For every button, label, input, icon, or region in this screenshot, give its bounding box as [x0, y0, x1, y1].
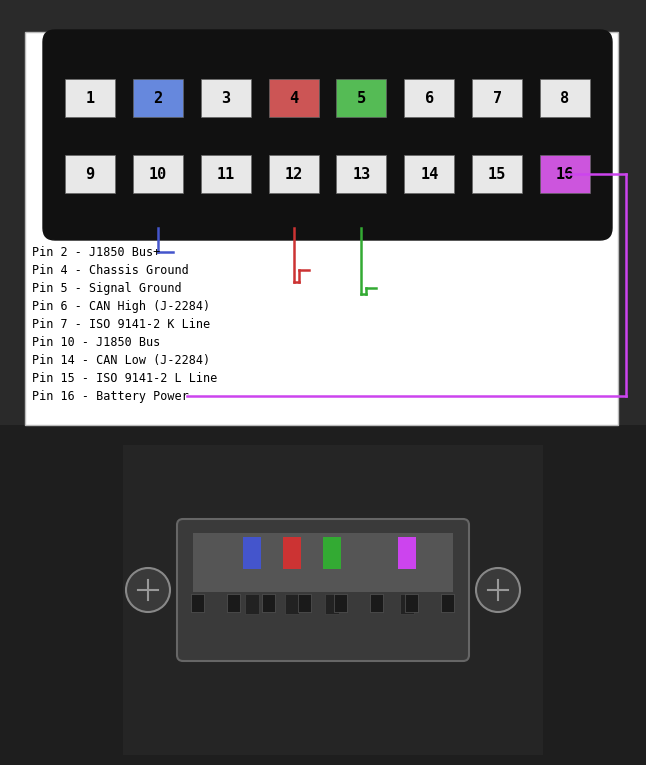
Bar	[404, 155, 454, 193]
Text: 5: 5	[357, 90, 366, 106]
Bar	[298, 594, 311, 612]
Text: Pin 16 - Battery Power: Pin 16 - Battery Power	[32, 389, 189, 402]
Text: Pin 2 - J1850 Bus+: Pin 2 - J1850 Bus+	[32, 246, 160, 259]
Bar	[219, 201, 233, 223]
FancyBboxPatch shape	[43, 30, 612, 240]
Text: 8: 8	[561, 90, 570, 106]
Text: 1: 1	[85, 90, 94, 106]
Text: 12: 12	[284, 167, 303, 181]
Bar	[245, 594, 259, 614]
Bar	[398, 537, 416, 569]
Text: Pin 10 - J1850 Bus: Pin 10 - J1850 Bus	[32, 336, 160, 349]
Bar	[0, 425, 646, 765]
Text: Pin 5 - Signal Ground: Pin 5 - Signal Ground	[32, 282, 182, 295]
Bar	[325, 594, 339, 614]
Text: 14: 14	[420, 167, 439, 181]
Bar	[83, 47, 97, 69]
Bar	[65, 155, 115, 193]
Bar	[151, 47, 165, 69]
Bar	[472, 79, 522, 117]
Bar	[201, 155, 251, 193]
Bar	[269, 155, 318, 193]
Text: 13: 13	[352, 167, 371, 181]
Bar	[441, 594, 454, 612]
Text: 11: 11	[216, 167, 235, 181]
Bar	[405, 594, 419, 612]
Text: 10: 10	[149, 167, 167, 181]
Bar	[400, 594, 414, 614]
Bar	[337, 79, 386, 117]
Bar	[323, 537, 341, 569]
Bar	[123, 445, 543, 755]
Bar	[404, 79, 454, 117]
Bar	[285, 594, 299, 614]
Bar	[422, 47, 436, 69]
Bar	[193, 533, 453, 592]
Bar	[540, 155, 590, 193]
Circle shape	[126, 568, 170, 612]
Bar	[337, 155, 386, 193]
Bar	[65, 79, 115, 117]
Bar	[422, 201, 436, 223]
Bar	[283, 537, 301, 569]
Bar	[25, 32, 618, 425]
Text: Pin 6 - CAN High (J-2284): Pin 6 - CAN High (J-2284)	[32, 300, 210, 312]
Bar	[262, 594, 275, 612]
Text: 7: 7	[493, 90, 502, 106]
Text: 16: 16	[556, 167, 574, 181]
Text: 4: 4	[289, 90, 298, 106]
Text: 2: 2	[153, 90, 162, 106]
Bar	[334, 594, 347, 612]
Text: 15: 15	[488, 167, 506, 181]
Text: Pin 15 - ISO 9141-2 L Line: Pin 15 - ISO 9141-2 L Line	[32, 372, 217, 385]
Bar	[133, 155, 183, 193]
Bar	[370, 594, 382, 612]
Bar	[355, 201, 368, 223]
Bar	[151, 201, 165, 223]
FancyBboxPatch shape	[177, 519, 469, 661]
Text: Pin 4 - Chassis Ground: Pin 4 - Chassis Ground	[32, 263, 189, 276]
Bar	[83, 201, 97, 223]
Bar	[287, 201, 300, 223]
Bar	[191, 594, 204, 612]
Bar	[355, 47, 368, 69]
Bar	[490, 201, 504, 223]
Bar	[219, 47, 233, 69]
Text: Pin 14 - CAN Low (J-2284): Pin 14 - CAN Low (J-2284)	[32, 353, 210, 366]
Bar	[287, 47, 300, 69]
Bar	[269, 79, 318, 117]
Circle shape	[476, 568, 520, 612]
Bar	[558, 47, 572, 69]
Bar	[558, 201, 572, 223]
Bar	[133, 79, 183, 117]
Bar	[243, 537, 261, 569]
Text: 3: 3	[221, 90, 230, 106]
Text: Pin 7 - ISO 9141-2 K Line: Pin 7 - ISO 9141-2 K Line	[32, 317, 210, 330]
Bar	[227, 594, 240, 612]
Bar	[201, 79, 251, 117]
Bar	[540, 79, 590, 117]
Bar	[472, 155, 522, 193]
Text: 9: 9	[85, 167, 94, 181]
Text: 6: 6	[424, 90, 434, 106]
Bar	[490, 47, 504, 69]
